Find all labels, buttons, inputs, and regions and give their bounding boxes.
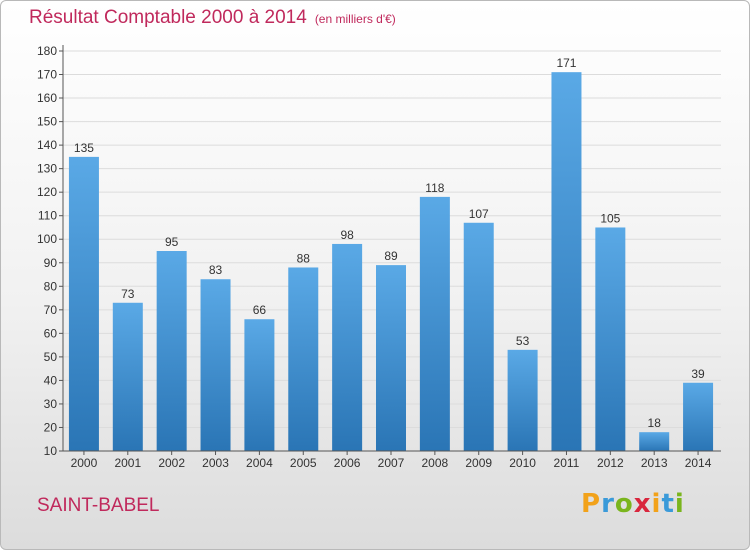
y-tick-label: 70 [44,303,58,317]
bar-2004 [244,319,275,451]
logo-letter: x [633,489,652,519]
y-tick-label: 180 [37,44,57,58]
data-label-2005: 88 [297,251,311,265]
y-tick-label: 80 [44,279,58,293]
bar-2010 [507,349,538,451]
bar-2000 [68,156,99,451]
bar-2006 [332,243,363,451]
x-tick-label-2004: 2004 [246,456,273,470]
data-label-2008: 118 [425,181,444,195]
logo-letter: P [581,489,602,519]
data-label-2011: 171 [556,56,576,70]
y-tick-label: 30 [44,397,58,411]
y-tick-label: 170 [37,68,57,82]
data-label-2014: 39 [691,367,705,381]
bars [68,72,714,452]
data-label-2012: 105 [600,211,620,225]
x-tick-label-2010: 2010 [509,456,536,470]
bar-2005 [288,267,319,451]
x-tick-label-2007: 2007 [378,456,405,470]
y-tick-label: 100 [37,232,57,246]
data-label-2002: 95 [165,235,179,249]
bar-2014 [683,382,714,451]
bar-2009 [463,222,494,451]
bar-2003 [200,279,231,451]
x-tick-label-2013: 2013 [641,456,668,470]
x-tick-label-2008: 2008 [422,456,449,470]
x-tick-label-2003: 2003 [202,456,229,470]
tick-labels: 10 20 30 40 50 60 70 80 90 100 110 120 130 140 150 160 1… [37,44,712,470]
y-tick-label: 160 [37,91,57,105]
data-label-2006: 98 [340,228,354,242]
x-tick-label-2006: 2006 [334,456,361,470]
x-tick-label-2001: 2001 [114,456,141,470]
data-label-2009: 107 [469,207,489,221]
data-label-2001: 73 [121,287,135,301]
y-tick-label: 120 [37,185,57,199]
bar-2011 [551,72,582,452]
x-tick-label-2005: 2005 [290,456,317,470]
logo-letter: t [661,489,675,519]
y-tick-label: 60 [44,326,58,340]
y-tick-label: 140 [37,138,57,152]
bar-2007 [376,265,406,451]
data-label-2000: 135 [74,141,94,155]
y-tick-label: 110 [38,209,57,223]
axes [59,45,721,455]
logo-letter: o [614,489,634,519]
x-tick-label-2000: 2000 [71,456,98,470]
bar-2012 [595,227,626,451]
bar-2001 [112,302,143,451]
x-tick-label-2011: 2011 [554,456,580,470]
data-label-2007: 89 [384,249,398,263]
y-tick-label: 130 [37,162,57,176]
title-text: Résultat Comptable 2000 à 2014 [29,7,307,28]
logo-letter: i [674,489,685,519]
x-tick-label-2014: 2014 [685,456,712,470]
x-tick-label-2002: 2002 [158,456,185,470]
y-tick-label: 10 [44,444,58,458]
y-tick-label: 90 [44,256,58,270]
x-tick-label-2009: 2009 [465,456,492,470]
logo-letter: r [601,489,615,519]
chart-title: Résultat Comptable 2000 à 2014 (en millie… [29,7,396,29]
unit-note: (en milliers d'€) [314,12,396,26]
y-tick-label: 50 [44,350,58,364]
data-label-2003: 83 [209,263,223,277]
bar-2002 [156,251,187,451]
logo-letter: i [651,489,662,519]
data-label-2010: 53 [516,334,530,348]
bar-2013 [639,432,670,451]
y-tick-label: 40 [44,373,58,387]
data-label-2004: 66 [253,303,267,317]
commune-name: SAINT-BABEL [37,495,160,516]
proxiti-logo: Proxiti [581,489,685,519]
bar-2008 [419,196,450,451]
y-tick-label: 20 [44,420,58,434]
y-tick-label: 150 [37,115,57,129]
data-label-2013: 18 [648,416,662,430]
x-tick-label-2012: 2012 [597,456,624,470]
